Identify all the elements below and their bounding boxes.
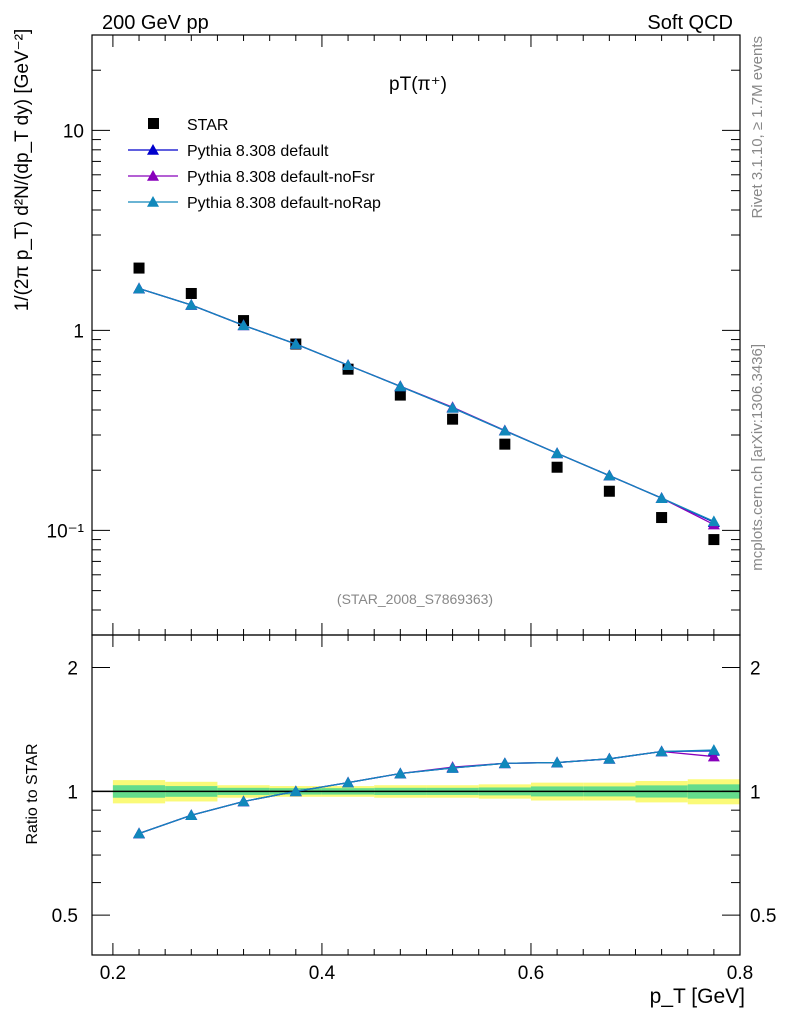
star-data-point [133, 262, 145, 274]
ratio-y-axis-label: Ratio to STAR [24, 743, 41, 844]
series-point [655, 492, 668, 503]
ratio-series-point [133, 827, 146, 839]
legend-marker [147, 196, 159, 207]
legend-label: Pythia 8.308 default-noFsr [187, 169, 375, 186]
ratio-series-point [237, 795, 250, 807]
ratio-y-tick-label-right: 2 [750, 659, 761, 680]
ratio-panel-series [133, 744, 720, 839]
ratio-y-tick-label: 1 [67, 782, 78, 803]
ratio-y-tick-label-right: 0.5 [750, 906, 776, 927]
rivet-version-label: Rivet 3.1.10, ≥ 1.7M events [749, 36, 766, 219]
source-label: mcplots.cern.ch [arXiv:1306.3436] [749, 344, 766, 571]
chart-title: pT(π⁺) [389, 74, 447, 95]
series-line [138, 287, 715, 526]
series-point [237, 319, 250, 331]
series-line [138, 287, 715, 523]
legend-label: Pythia 8.308 default [187, 143, 329, 160]
legend-label: Pythia 8.308 default-noRap [187, 195, 381, 212]
star-data-point [447, 413, 459, 425]
ratio-series-point [707, 744, 720, 755]
ratio-panel-axes: 0.2 0.4 0.6 0.8 0.5 0.5 1 1 2 2 [52, 623, 776, 984]
ratio-series-point [289, 785, 302, 797]
ratio-series-point [342, 776, 355, 788]
header-right: Soft QCD [647, 12, 733, 34]
ratio-series-point [707, 750, 720, 762]
x-tick-label: 0.8 [727, 963, 753, 984]
x-tick-label: 0.2 [100, 963, 126, 984]
main-panel-axes: 1 10 10⁻¹ [47, 34, 741, 636]
ratio-frame [91, 634, 741, 956]
series-point [133, 282, 146, 294]
legend-label: STAR [187, 117, 228, 134]
ratio-series-point [498, 757, 511, 769]
series-point [446, 401, 459, 413]
legend-marker [148, 118, 159, 129]
star-data-point [551, 461, 563, 473]
header-left: 200 GeV pp [102, 12, 209, 34]
y-tick-label: 10 [63, 121, 84, 142]
legend: STAR Pythia 8.308 default Pythia 8.308 def… [128, 117, 381, 212]
legend-marker [147, 144, 159, 155]
ratio-series-point [551, 756, 564, 768]
star-data-point [185, 287, 197, 299]
series-point [289, 338, 302, 349]
ratio-series-point [446, 761, 459, 773]
series-point [342, 359, 355, 371]
series-line [138, 287, 715, 522]
x-tick-label: 0.4 [309, 963, 336, 984]
x-axis-label: p_T [GeV] [650, 985, 745, 1008]
y-tick-label: 1 [73, 321, 84, 342]
y-axis-label: 1/(2π p_T) d²N/(dp_T dy) [GeV⁻²] [12, 29, 33, 312]
legend-marker [147, 170, 159, 181]
ratio-series-point [655, 745, 668, 757]
series-point [394, 380, 407, 392]
star-data-point [708, 534, 720, 546]
series-point [707, 515, 720, 527]
star-data-point [394, 389, 406, 401]
x-tick-label: 0.6 [518, 963, 544, 984]
series-point [498, 424, 511, 436]
series-point [551, 447, 564, 459]
ratio-series-line [138, 749, 714, 835]
ratio-y-tick-label: 0.5 [52, 906, 78, 927]
star-data-point [603, 485, 615, 497]
series-point [603, 469, 616, 481]
series-point [185, 299, 198, 310]
star-data-point [656, 512, 668, 524]
ratio-series-point [603, 752, 616, 764]
ratio-series-point [185, 809, 198, 821]
ratio-y-tick-label: 2 [67, 659, 78, 680]
star-data-point [499, 438, 511, 450]
ratio-series-point [394, 767, 407, 779]
analysis-watermark: (STAR_2008_S7869363) [337, 591, 493, 607]
main-panel-series [133, 262, 720, 546]
y-tick-label: 10⁻¹ [47, 521, 85, 542]
ratio-y-tick-label-right: 1 [750, 782, 761, 803]
